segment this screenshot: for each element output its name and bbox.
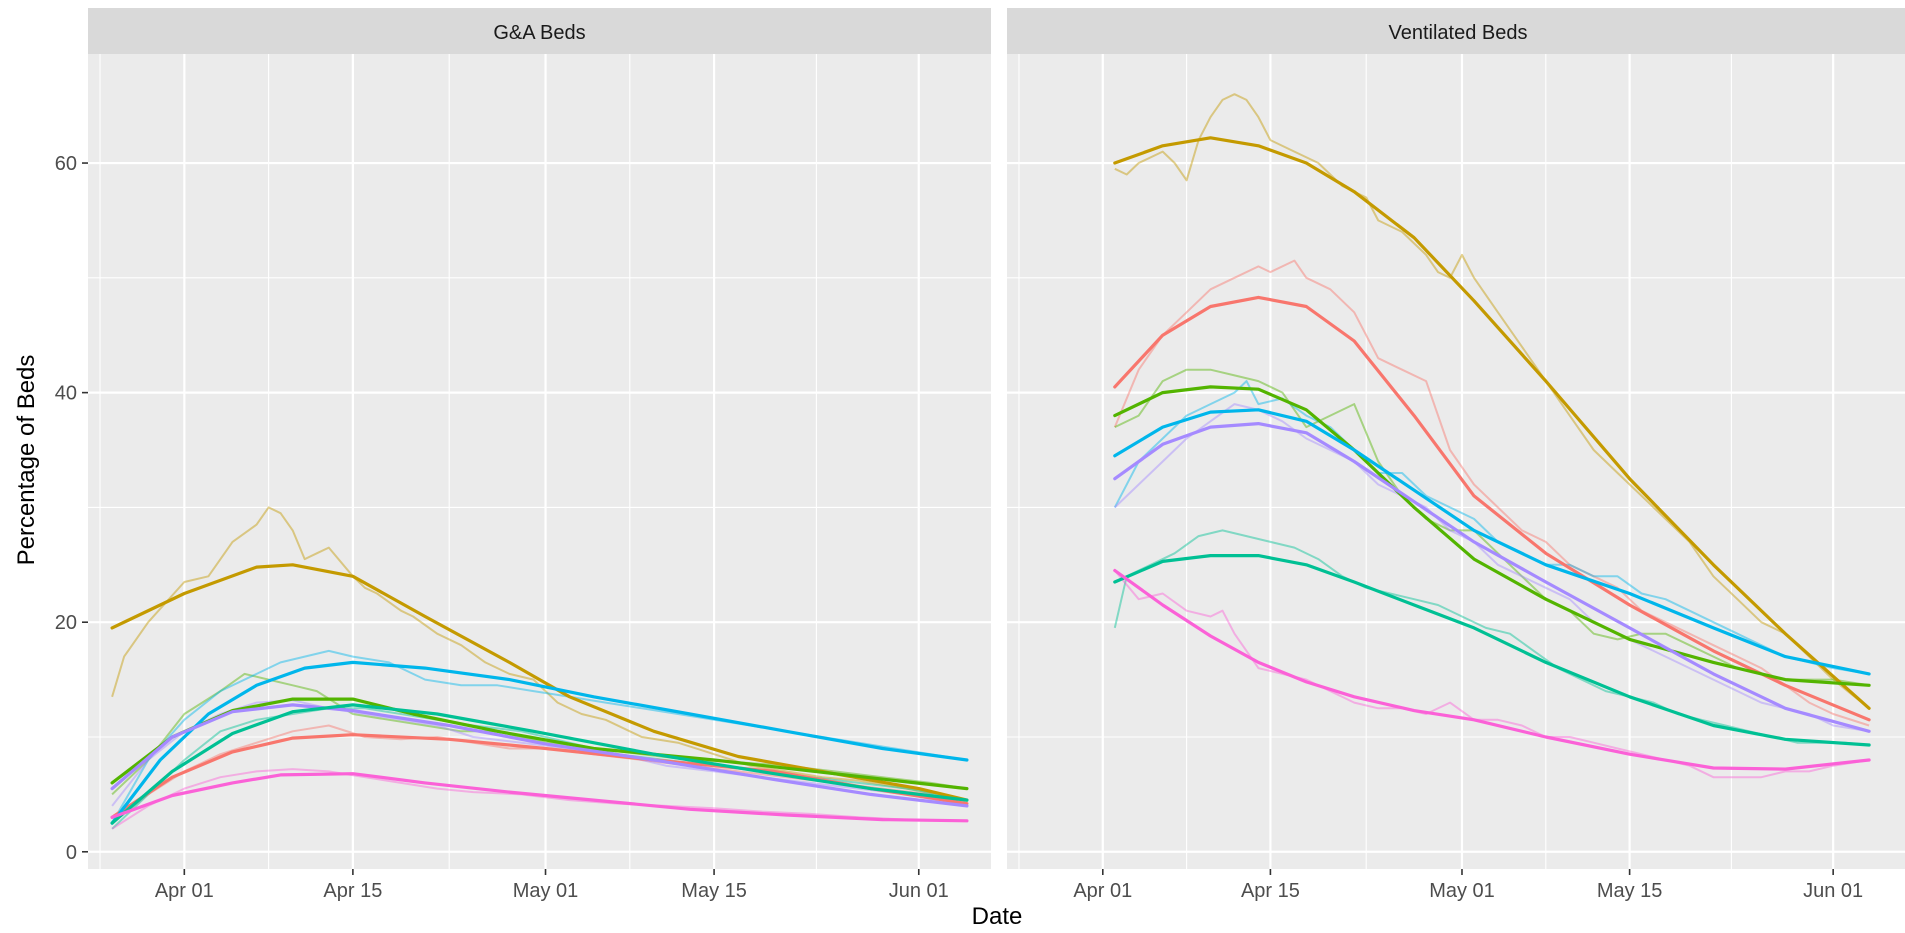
y-axis-title: Percentage of Beds — [13, 355, 40, 566]
x-tick-label-jun-01: Jun 01 — [1803, 880, 1863, 902]
smooth-series-line-3 — [1113, 385, 1871, 687]
smooth-series-lines — [110, 563, 969, 825]
x-tick-label-apr-15: Apr 15 — [323, 880, 382, 902]
x-tick-label-may-01: May 01 — [513, 880, 579, 902]
raw-series-line-7 — [111, 768, 967, 830]
x-tick-label-jun-01: Jun 01 — [889, 880, 949, 902]
gridlines — [88, 54, 991, 869]
raw-series-line-2 — [1113, 259, 1870, 727]
smooth-series-line-4 — [1113, 408, 1871, 676]
smooth-series-line-1 — [1113, 136, 1871, 710]
x-axis-ventilated-beds: Apr 01 Apr 15 May 01 May 15 Jun 01 — [1073, 869, 1863, 902]
panel-strip — [88, 8, 991, 54]
smooth-series-line-7 — [110, 772, 969, 823]
raw-series-line-1 — [1114, 93, 1870, 710]
panel-strip-title: G&A Beds — [493, 22, 585, 44]
panel-strip — [1007, 8, 1905, 54]
smooth-series-line-5 — [1113, 422, 1871, 733]
plot-background — [1007, 54, 1905, 869]
x-tick-label-may-01: May 01 — [1429, 880, 1495, 902]
x-tick-label-may-15: May 15 — [681, 880, 747, 902]
y-tick-label-60: 60 — [55, 153, 77, 175]
x-axis-title: Date — [972, 903, 1023, 930]
x-tick-label-apr-01: Apr 01 — [155, 880, 214, 902]
x-tick-label-apr-01: Apr 01 — [1073, 880, 1132, 902]
smooth-series-line-2 — [1113, 295, 1871, 722]
smooth-series-line-4 — [110, 660, 969, 825]
x-tick-label-apr-15: Apr 15 — [1241, 880, 1300, 902]
panel-strip-title: Ventilated Beds — [1389, 22, 1528, 44]
y-tick-label-0: 0 — [66, 842, 77, 864]
panel-ventilated-beds: Ventilated Beds — [1007, 8, 1905, 869]
raw-series-line-1 — [111, 506, 968, 802]
panel-ga-beds: G&A Beds — [88, 8, 991, 869]
x-tick-label-may-15: May 15 — [1597, 880, 1663, 902]
y-tick-label-20: 20 — [55, 612, 77, 634]
smooth-series-lines — [1113, 136, 1871, 771]
smooth-series-line-5 — [110, 703, 969, 808]
smooth-series-line-6 — [110, 703, 969, 825]
raw-series-line-5 — [1114, 403, 1870, 733]
y-axis: 0 20 40 60 — [55, 153, 88, 864]
smooth-series-line-7 — [1113, 568, 1871, 771]
raw-series-line-7 — [1114, 569, 1870, 779]
x-axis-ga-beds: Apr 01 Apr 15 May 01 May 15 Jun 01 — [155, 869, 949, 902]
smooth-series-line-6 — [1113, 553, 1871, 747]
y-tick-label-40: 40 — [55, 383, 77, 405]
